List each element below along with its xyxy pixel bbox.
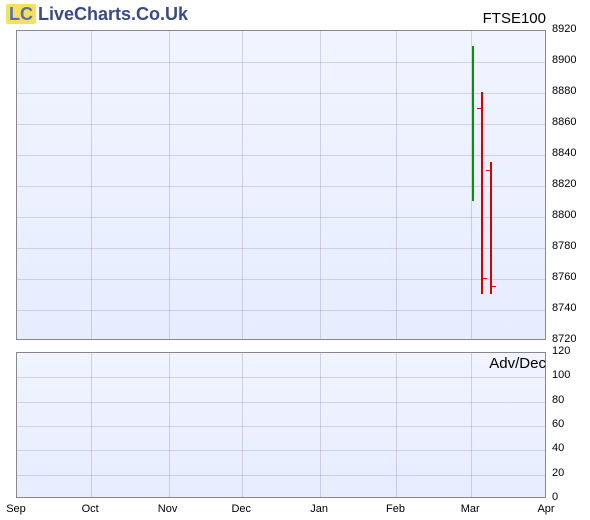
- grid-line: [17, 377, 545, 378]
- grid-line: [320, 31, 321, 339]
- grid-line: [242, 31, 243, 339]
- price-panel-title: FTSE100: [483, 10, 546, 27]
- y-axis-label: 8780: [552, 240, 576, 252]
- advdec-panel-title: Adv/Dec: [489, 355, 546, 372]
- price-panel: [16, 30, 546, 340]
- y-axis-label: 40: [552, 442, 564, 454]
- y-axis-label: 8920: [552, 23, 576, 35]
- grid-line: [17, 475, 545, 476]
- x-axis-label: Dec: [231, 503, 251, 515]
- x-axis-label: Feb: [386, 503, 405, 515]
- grid-line: [17, 93, 545, 94]
- grid-line: [17, 217, 545, 218]
- y-axis-label: 8860: [552, 116, 576, 128]
- brand-logo: LCLiveCharts.Co.Uk: [6, 4, 188, 25]
- y-axis-label: 8840: [552, 147, 576, 159]
- grid-line: [17, 426, 545, 427]
- grid-line: [17, 62, 545, 63]
- y-axis-label: 8740: [552, 302, 576, 314]
- y-axis-label: 8880: [552, 85, 576, 97]
- grid-line: [396, 31, 397, 339]
- grid-line: [17, 155, 545, 156]
- open-tick: [486, 170, 490, 171]
- grid-line: [17, 450, 545, 451]
- y-axis-label: 0: [552, 491, 558, 503]
- chart-canvas: LCLiveCharts.Co.Uk FTSE100 Adv/Dec 8720 8…: [0, 0, 590, 520]
- price-bar: [490, 162, 492, 294]
- grid-line: [17, 248, 545, 249]
- x-axis-label: Oct: [82, 503, 99, 515]
- x-axis-label: Sep: [6, 503, 26, 515]
- brand-badge: LC: [6, 4, 36, 24]
- grid-line: [169, 353, 170, 497]
- price-bar: [472, 46, 474, 201]
- grid-line: [17, 186, 545, 187]
- grid-line: [91, 31, 92, 339]
- y-axis-label: 120: [552, 345, 570, 357]
- x-axis-label: Apr: [537, 503, 554, 515]
- grid-line: [17, 310, 545, 311]
- close-tick: [492, 286, 496, 287]
- brand-text: LiveCharts.Co.Uk: [38, 4, 188, 24]
- price-bar: [481, 92, 483, 294]
- x-axis-label: Mar: [461, 503, 480, 515]
- x-axis-label: Nov: [158, 503, 178, 515]
- grid-line: [169, 31, 170, 339]
- grid-line: [242, 353, 243, 497]
- grid-line: [17, 402, 545, 403]
- grid-line: [471, 353, 472, 497]
- y-axis-label: 8900: [552, 54, 576, 66]
- grid-line: [320, 353, 321, 497]
- y-axis-label: 80: [552, 394, 564, 406]
- y-axis-label: 20: [552, 467, 564, 479]
- y-axis-label: 100: [552, 369, 570, 381]
- y-axis-label: 8760: [552, 271, 576, 283]
- grid-line: [91, 353, 92, 497]
- grid-line: [17, 124, 545, 125]
- y-axis-label: 8720: [552, 333, 576, 345]
- y-axis-label: 60: [552, 418, 564, 430]
- y-axis-label: 8820: [552, 178, 576, 190]
- y-axis-label: 8800: [552, 209, 576, 221]
- close-tick: [483, 278, 487, 279]
- advdec-panel: [16, 352, 546, 498]
- x-axis-label: Jan: [310, 503, 328, 515]
- open-tick: [477, 108, 481, 109]
- grid-line: [396, 353, 397, 497]
- grid-line: [17, 279, 545, 280]
